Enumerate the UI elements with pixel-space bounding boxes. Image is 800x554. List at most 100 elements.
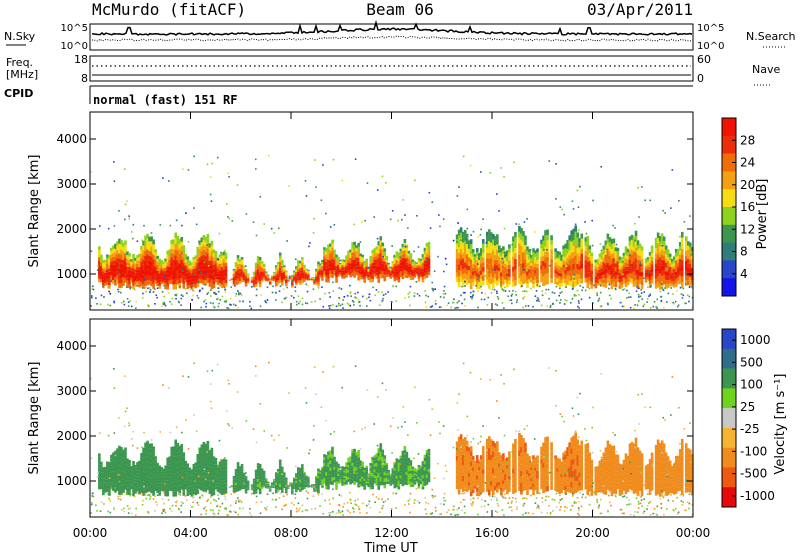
power-cell xyxy=(427,255,431,259)
power-cell xyxy=(518,266,521,273)
velocity-cell xyxy=(357,483,360,488)
power-cell xyxy=(240,267,244,270)
velocity-cell xyxy=(329,474,332,478)
power-cell xyxy=(594,276,598,280)
power-cell xyxy=(542,245,545,251)
power-cell xyxy=(469,264,473,270)
power-speckle xyxy=(126,265,129,267)
power-cell xyxy=(487,252,491,259)
power-cell xyxy=(397,276,401,280)
velocity-cell xyxy=(192,482,196,486)
power-cell xyxy=(522,262,525,269)
power-cell xyxy=(395,257,399,261)
power-cell xyxy=(114,273,117,278)
power-speckle xyxy=(404,214,406,216)
velocity-cell xyxy=(162,475,165,478)
power-cell xyxy=(600,251,604,256)
velocity-cell xyxy=(268,491,272,492)
power-cell xyxy=(620,269,624,273)
power-cell xyxy=(626,255,630,260)
velocity-cell xyxy=(232,480,236,483)
power-cell xyxy=(612,281,616,287)
power-speckle xyxy=(413,250,415,253)
power-cell xyxy=(333,272,336,276)
velocity-cell xyxy=(280,482,284,486)
power-cell xyxy=(260,269,264,272)
power-cell xyxy=(268,279,272,281)
power-speckle xyxy=(174,294,177,296)
velocity-cell xyxy=(154,477,157,481)
power-cell xyxy=(391,269,395,271)
power-speckle xyxy=(193,207,195,209)
power-speckle xyxy=(471,297,473,300)
power-speckle xyxy=(275,299,277,301)
power-cell xyxy=(355,263,358,267)
power-cell xyxy=(196,282,200,287)
power-cell xyxy=(572,228,576,235)
velocity-cell xyxy=(295,482,298,485)
power-cell xyxy=(349,271,352,275)
power-cell xyxy=(560,254,563,258)
velocity-cell xyxy=(323,463,326,467)
power-speckle xyxy=(297,302,300,305)
velocity-cell xyxy=(132,471,135,476)
power-cell xyxy=(612,272,616,278)
velocity-cell xyxy=(303,478,306,481)
power-speckle xyxy=(549,306,552,308)
power-cell xyxy=(170,261,174,267)
velocity-cell xyxy=(357,468,360,473)
power-cell xyxy=(186,279,190,283)
power-cell xyxy=(469,269,473,275)
power-cell xyxy=(610,279,614,285)
power-cell xyxy=(560,282,563,287)
power-cell xyxy=(670,280,674,284)
power-cell xyxy=(345,273,348,276)
power-cell xyxy=(403,238,407,243)
power-speckle xyxy=(585,232,588,235)
power-cell xyxy=(335,277,338,280)
power-cell xyxy=(530,265,533,269)
velocity-cell xyxy=(339,473,342,476)
velocity-cell xyxy=(136,479,139,483)
velocity-cell xyxy=(242,484,246,486)
power-cell xyxy=(343,276,346,279)
power-cell xyxy=(574,243,578,250)
power-cell xyxy=(284,283,288,285)
power-cell xyxy=(546,245,549,252)
velocity-cell xyxy=(156,483,159,487)
velocity-cell xyxy=(134,470,137,474)
velocity-cell xyxy=(188,483,192,487)
power-cell xyxy=(395,277,399,281)
power-cell xyxy=(530,274,533,277)
velocity-cell xyxy=(132,464,135,468)
power-cell xyxy=(540,277,543,283)
power-speckle xyxy=(133,288,136,291)
power-cell xyxy=(570,252,573,259)
power-cell xyxy=(554,273,557,277)
power-cell xyxy=(104,272,107,276)
velocity-cell xyxy=(367,485,370,488)
power-cell xyxy=(473,270,477,274)
power-cell xyxy=(560,263,563,268)
power-speckle xyxy=(281,266,284,269)
power-cell xyxy=(252,281,256,283)
power-speckle xyxy=(425,305,428,308)
velocity-cell xyxy=(331,458,334,463)
power-speckle xyxy=(207,291,210,294)
velocity-cell xyxy=(176,442,180,448)
power-cell xyxy=(662,236,666,242)
power-cell xyxy=(278,276,282,280)
power-cell xyxy=(168,277,171,281)
velocity-cell xyxy=(278,459,282,463)
velocity-cell xyxy=(379,481,383,486)
power-cell xyxy=(347,265,350,268)
power-cell xyxy=(353,259,356,264)
power-cell xyxy=(463,273,467,279)
power-cell xyxy=(343,267,346,270)
power-cell xyxy=(504,257,507,261)
power-speckle xyxy=(558,294,561,297)
velocity-cell xyxy=(238,468,242,472)
power-cell xyxy=(598,263,602,267)
power-cell xyxy=(618,282,622,286)
